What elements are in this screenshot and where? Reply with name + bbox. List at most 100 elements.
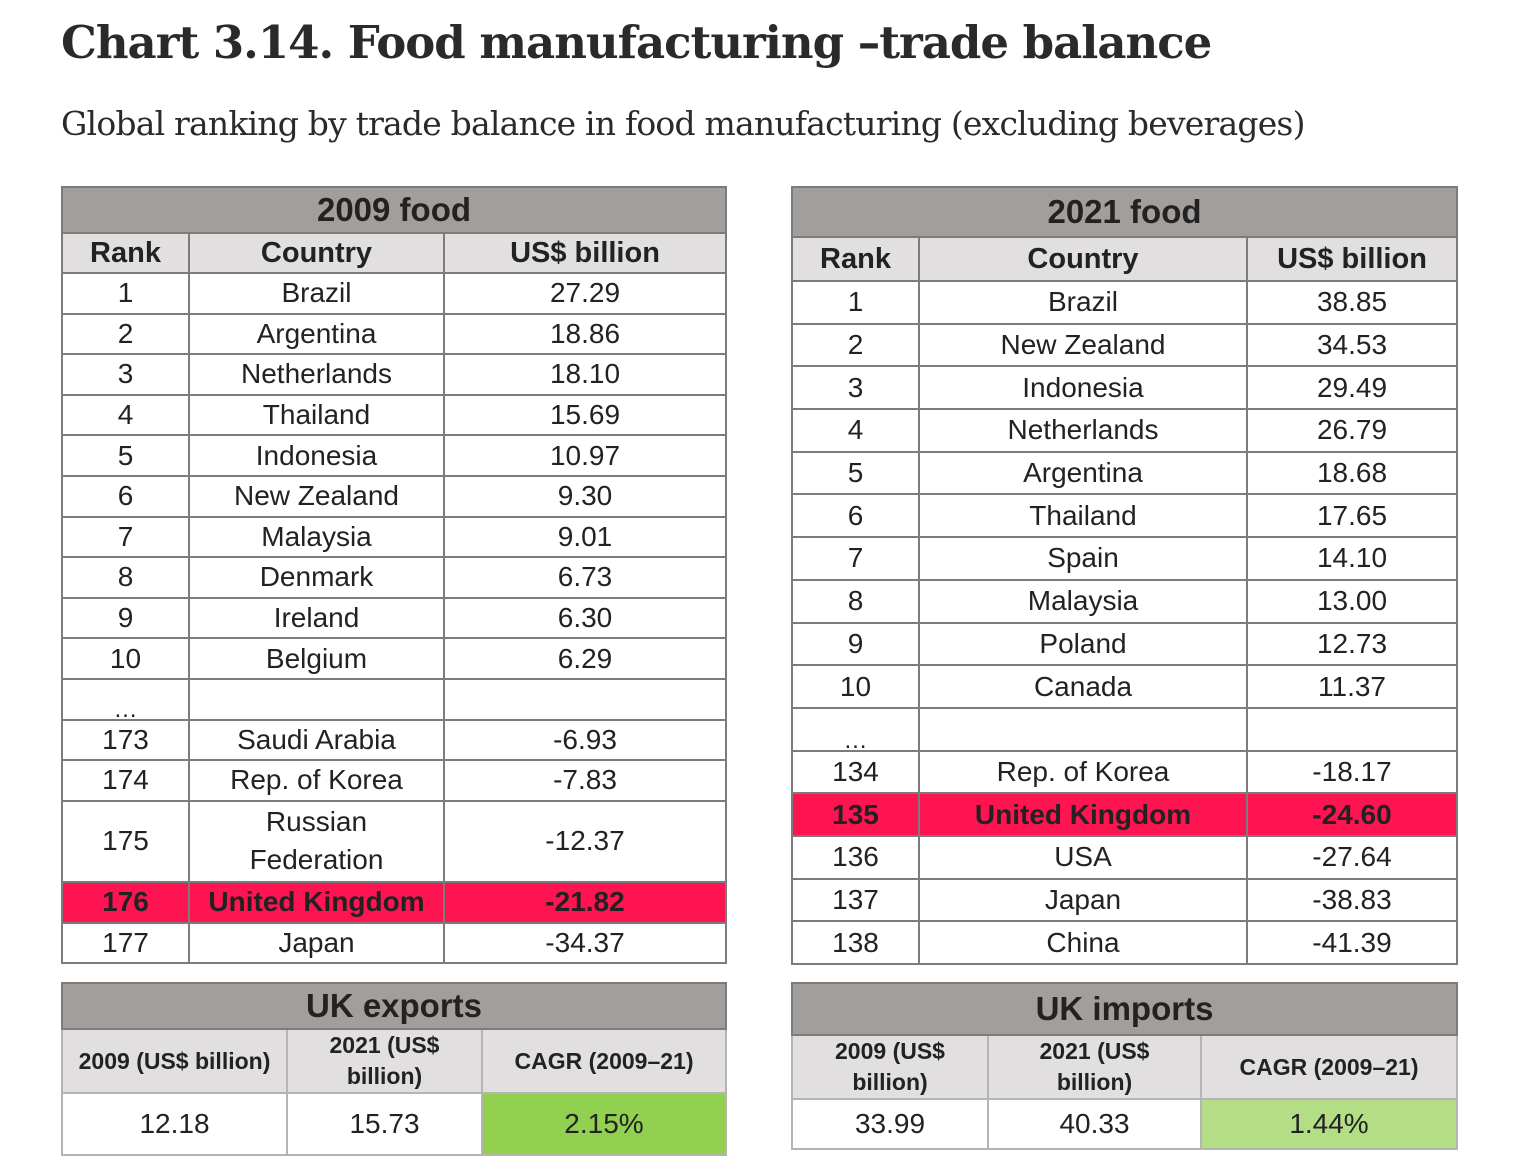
table-row: 4 Thailand 15.69: [61, 393, 727, 437]
table-row: 173 Saudi Arabia -6.93: [61, 718, 727, 762]
ranking-table-2009: 2009 food Rank Country US$ billion 1 Braz…: [61, 186, 727, 965]
cell-country: Japan: [918, 877, 1248, 923]
cell-country: Poland: [918, 621, 1248, 667]
cell-value: 27.29: [443, 272, 727, 315]
table-row: 3 Indonesia 29.49: [791, 365, 1458, 411]
cell-value: -18.17: [1246, 749, 1458, 795]
table-body: 1 Brazil 27.29 2 Argentina 18.86 3 Netherlands 1…: [61, 272, 727, 965]
cell-rank: 10: [61, 637, 190, 680]
cell-rank: 2: [61, 312, 190, 356]
table-row: 5 Argentina 18.68: [791, 450, 1458, 496]
cell-value: 6.73: [443, 556, 727, 599]
cell-country: [188, 677, 445, 721]
cell-value: [1246, 706, 1458, 752]
cell-value: -41.39: [1246, 920, 1458, 965]
cell-value: -21.82: [443, 880, 727, 924]
cell-rank: …: [61, 677, 190, 721]
cell-rank: 6: [61, 474, 190, 518]
table-body: 1 Brazil 38.85 2 New Zealand 34.53 3 Indonesia 2…: [791, 280, 1458, 965]
cell-value: 18.86: [443, 312, 727, 356]
value-cagr: 1.44%: [1199, 1098, 1459, 1150]
cell-country: USA: [918, 834, 1248, 880]
cell-value: [443, 677, 727, 721]
cell-country: Malaysia: [918, 578, 1248, 624]
table-row: 7 Malaysia 9.01: [61, 515, 727, 559]
table-row: 138 China -41.39: [791, 920, 1458, 965]
table-row: 10 Belgium 6.29: [61, 637, 727, 680]
table-row: 2 New Zealand 34.53: [791, 322, 1458, 368]
cell-rank: 175: [61, 799, 190, 883]
cell-value: -27.64: [1246, 834, 1458, 880]
cell-rank: 8: [61, 556, 190, 599]
cell-country: Malaysia: [188, 515, 445, 559]
column-header-value: US$ billion: [443, 232, 727, 274]
cell-rank: 135: [791, 792, 920, 837]
cell-rank: 5: [61, 434, 190, 477]
cell-rank: 5: [791, 450, 920, 496]
table-row: 8 Malaysia 13.00: [791, 578, 1458, 624]
table-row: 5 Indonesia 10.97: [61, 434, 727, 477]
column-header-rank: Rank: [791, 236, 920, 282]
cell-rank: 4: [61, 393, 190, 437]
cell-country: Argentina: [918, 450, 1248, 496]
cell-value: -24.60: [1246, 792, 1458, 837]
cell-rank: 10: [791, 664, 920, 709]
table-row: 10 Canada 11.37: [791, 664, 1458, 709]
table-row: 177 Japan -34.37: [61, 921, 727, 965]
cell-value: 34.53: [1246, 322, 1458, 368]
table-row: 2 Argentina 18.86: [61, 312, 727, 356]
column-header-2021: 2021 (US$ billion): [286, 1028, 483, 1094]
column-header-2021: 2021 (US$ billion): [987, 1034, 1202, 1100]
cell-rank: 137: [791, 877, 920, 923]
cell-value: -12.37: [443, 799, 727, 883]
column-header-value: US$ billion: [1246, 236, 1458, 282]
cell-rank: 177: [61, 921, 190, 965]
table-row: 6 New Zealand 9.30: [61, 474, 727, 518]
table-caption: 2021 food: [791, 186, 1458, 238]
table-row: 1 Brazil 27.29: [61, 272, 727, 315]
cell-value: -38.83: [1246, 877, 1458, 923]
cell-rank: 136: [791, 834, 920, 880]
table-row: 7 Spain 14.10: [791, 536, 1458, 581]
cell-rank: 9: [791, 621, 920, 667]
cell-country: Thailand: [188, 393, 445, 437]
chart-subtitle: Global ranking by trade balance in food …: [61, 104, 1305, 143]
cell-value: 29.49: [1246, 365, 1458, 411]
cell-value: 11.37: [1246, 664, 1458, 709]
table-row: 174 Rep. of Korea -7.83: [61, 759, 727, 802]
cell-value: -6.93: [443, 718, 727, 762]
cell-value: 38.85: [1246, 280, 1458, 325]
cell-country: Indonesia: [918, 365, 1248, 411]
cell-rank: 6: [791, 493, 920, 539]
cell-value: 13.00: [1246, 578, 1458, 624]
cell-rank: 1: [791, 280, 920, 325]
cell-rank: …: [791, 706, 920, 752]
cell-country: Russian Federation: [188, 799, 445, 883]
table-row: 4 Netherlands 26.79: [791, 408, 1458, 453]
table-row: 134 Rep. of Korea -18.17: [791, 749, 1458, 795]
table-row-highlighted: 135 United Kingdom -24.60: [791, 792, 1458, 837]
uk-imports-table: UK imports 2009 (US$ billion) 2021 (US$ …: [790, 982, 1459, 1150]
column-header-cagr: CAGR (2009–21): [1199, 1034, 1459, 1100]
table-row-highlighted: 176 United Kingdom -21.82: [61, 880, 727, 924]
cell-rank: 3: [61, 353, 190, 396]
cell-country: Argentina: [188, 312, 445, 356]
cell-country: New Zealand: [188, 474, 445, 518]
cell-country: United Kingdom: [918, 792, 1248, 837]
value-2021: 40.33: [987, 1098, 1202, 1150]
chart-title: Chart 3.14. Food manufacturing –trade ba…: [61, 16, 1212, 69]
table-caption: UK imports: [790, 982, 1459, 1036]
value-2009: 12.18: [61, 1092, 288, 1156]
cell-rank: 4: [791, 408, 920, 453]
cell-country: Belgium: [188, 637, 445, 680]
cell-rank: 173: [61, 718, 190, 762]
cell-value: 14.10: [1246, 536, 1458, 581]
cell-value: 9.30: [443, 474, 727, 518]
value-2009: 33.99: [791, 1098, 989, 1150]
cell-rank: 8: [791, 578, 920, 624]
cell-rank: 138: [791, 920, 920, 965]
cell-country: Netherlands: [918, 408, 1248, 453]
cell-country: Canada: [918, 664, 1248, 709]
cell-country: Rep. of Korea: [188, 759, 445, 802]
cell-country: China: [918, 920, 1248, 965]
